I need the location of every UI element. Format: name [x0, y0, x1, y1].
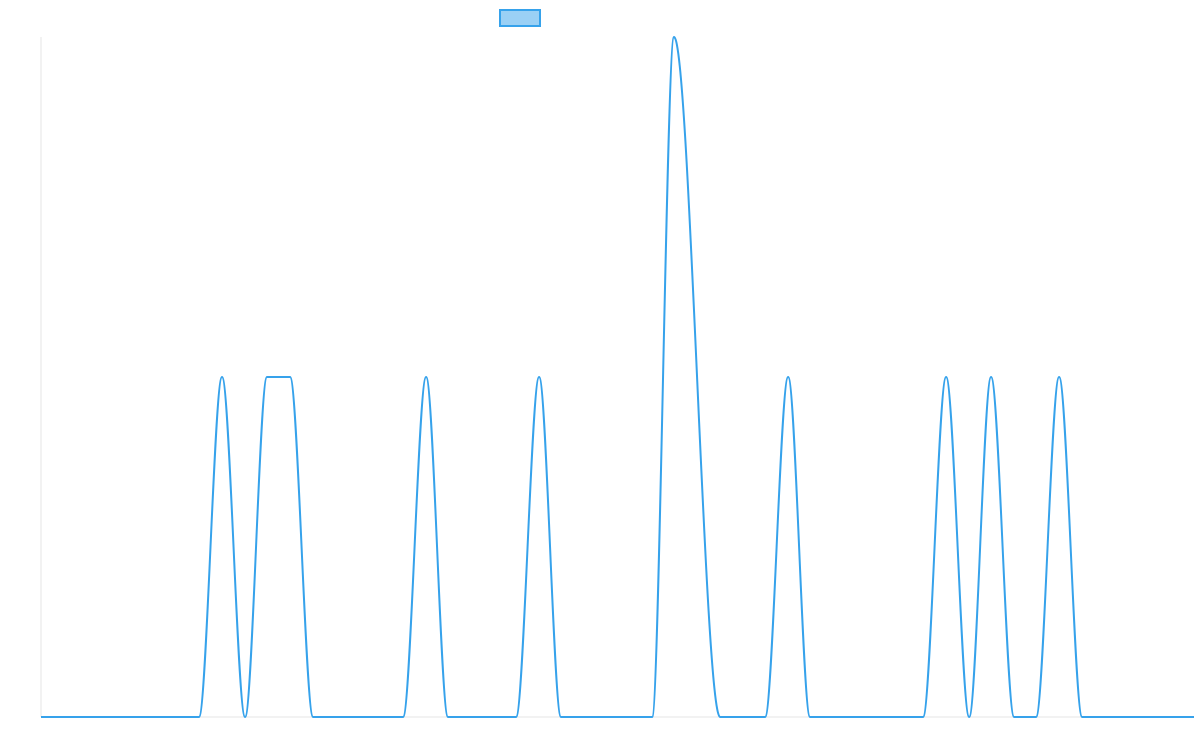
legend-swatch-0[interactable]: [499, 9, 541, 27]
series-layer: [40, 36, 1194, 719]
series-line-0: [40, 36, 1194, 719]
chart-axes: [40, 37, 1194, 718]
legend[interactable]: [499, 9, 541, 27]
